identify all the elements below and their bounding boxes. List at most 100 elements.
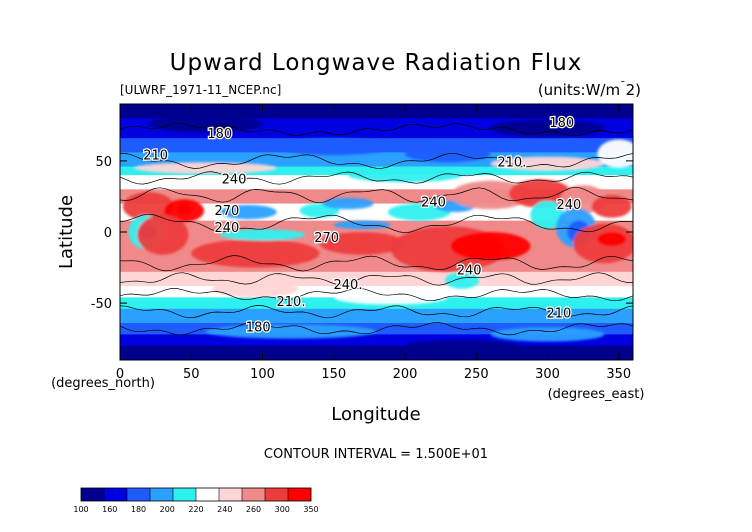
contour-label: 210 xyxy=(546,306,571,321)
field-feature xyxy=(597,232,626,247)
latitude-band xyxy=(120,345,633,360)
field-feature xyxy=(219,204,277,220)
field-feature xyxy=(348,168,462,183)
contour-label: 210 xyxy=(143,148,168,163)
contour-line xyxy=(120,255,633,272)
field-feature xyxy=(137,214,189,255)
colorbar-swatch xyxy=(242,488,266,501)
contour-line xyxy=(120,152,633,169)
x-tick-label: 0 xyxy=(116,367,124,382)
contour-label: 270 xyxy=(214,204,239,219)
field-feature xyxy=(490,119,605,137)
field-feature xyxy=(175,203,193,215)
field-feature xyxy=(509,179,572,208)
colorbar-level-label: 100 xyxy=(73,505,88,514)
x-axis-ticks: 0 50 100 150 200 250 300 350 xyxy=(116,104,631,382)
contour-label: 240 xyxy=(421,195,446,210)
y-tick-label: 0 xyxy=(104,226,112,241)
x-tick-label: 350 xyxy=(606,367,631,382)
plot-area: 180 180 210 210. 240 240 240 270 240 270 240. 240 21… xyxy=(120,104,633,360)
contour-line xyxy=(120,272,633,286)
x-tick-label: 150 xyxy=(321,367,346,382)
field-feature xyxy=(450,232,531,261)
contour-line xyxy=(120,186,633,204)
colorbar-level-label: 240 xyxy=(217,505,232,514)
regional-features xyxy=(122,115,633,352)
colorbar-level-label: 350 xyxy=(303,505,318,514)
field-feature xyxy=(219,229,306,241)
y-axis-ticks: -50 0 50 xyxy=(91,155,633,312)
latitude-band xyxy=(120,323,633,335)
colorbar: 100 160 180 200 220 240 260 300 350 xyxy=(73,487,319,514)
colorbar-swatch xyxy=(265,488,289,501)
y-tick-label: 50 xyxy=(95,155,112,170)
y-axis-label: Latitude xyxy=(56,195,77,269)
field-feature xyxy=(530,200,565,230)
chart-title: Upward Longwave Radiation Flux xyxy=(170,50,583,76)
field-feature xyxy=(122,192,175,221)
field-feature xyxy=(405,340,519,352)
field-feature xyxy=(191,239,320,268)
units-label: (units:W/m¯2) xyxy=(538,79,641,99)
field-feature xyxy=(444,271,480,289)
y-tick-label: -50 xyxy=(91,297,112,312)
contour-lines xyxy=(120,122,633,336)
x-tick-label: 50 xyxy=(183,367,200,382)
field-feature xyxy=(276,138,391,156)
contour-label: 240. xyxy=(334,278,363,293)
contour-line xyxy=(120,171,633,185)
colorbar-level-label: 180 xyxy=(131,505,146,514)
x-tick-label: 100 xyxy=(250,367,275,382)
x-unit-label: (degrees_east) xyxy=(548,387,645,402)
source-file-label: [ULWRF_1971-11_NCEP.nc] xyxy=(120,83,281,97)
x-axis-label: Longitude xyxy=(331,404,421,425)
contour-label: 270 xyxy=(314,231,339,246)
contour-line xyxy=(120,305,633,319)
latitude-band xyxy=(120,308,633,324)
contour-labels: 180 180 210 210. 240 240 240 270 240 270 240. 240 21… xyxy=(142,115,582,337)
field-feature xyxy=(450,180,531,210)
field-feature xyxy=(322,197,374,210)
field-feature xyxy=(490,156,605,171)
colorbar-swatch xyxy=(104,488,128,501)
x-tick-label: 250 xyxy=(464,367,489,382)
field-feature xyxy=(387,203,451,221)
colorbar-level-label: 160 xyxy=(102,505,117,514)
field-feature xyxy=(212,280,299,298)
contour-label: 210. xyxy=(277,295,306,310)
contour-line xyxy=(120,122,633,137)
field-feature xyxy=(490,327,605,342)
latitude-band xyxy=(120,271,633,287)
field-feature xyxy=(319,232,405,255)
contour-label: 240 xyxy=(214,221,239,236)
field-feature xyxy=(134,162,277,174)
colorbar-swatch xyxy=(219,488,243,501)
contour-label: 180 xyxy=(207,127,232,142)
colorbar-swatch xyxy=(288,488,312,501)
x-tick-label: 200 xyxy=(393,367,418,382)
colorbar-swatch xyxy=(127,488,151,501)
latitude-band xyxy=(120,334,633,347)
field-feature xyxy=(597,139,633,168)
x-tick-label: 300 xyxy=(535,367,560,382)
contour-label: 240 xyxy=(457,264,482,279)
field-feature xyxy=(205,324,377,339)
colorbar-swatch xyxy=(81,488,105,501)
colorbar-level-label: 200 xyxy=(160,505,175,514)
field-feature xyxy=(591,195,632,218)
contour-label: 180 xyxy=(549,116,574,131)
contour-label: 210. xyxy=(497,156,526,171)
field-feature xyxy=(148,115,263,133)
contour-label: 240 xyxy=(222,173,247,188)
colorbar-swatch xyxy=(173,488,197,501)
contour-label: 240 xyxy=(556,198,581,213)
latitude-band xyxy=(120,104,633,119)
contour-interval-label: CONTOUR INTERVAL = 1.500E+01 xyxy=(264,447,488,462)
contour-line xyxy=(120,287,633,302)
contour-label: 180 xyxy=(246,321,271,336)
contour-line xyxy=(120,213,633,234)
colorbar-level-label: 220 xyxy=(188,505,203,514)
field-feature xyxy=(333,290,448,305)
y-unit-label: (degrees_north) xyxy=(51,376,155,391)
